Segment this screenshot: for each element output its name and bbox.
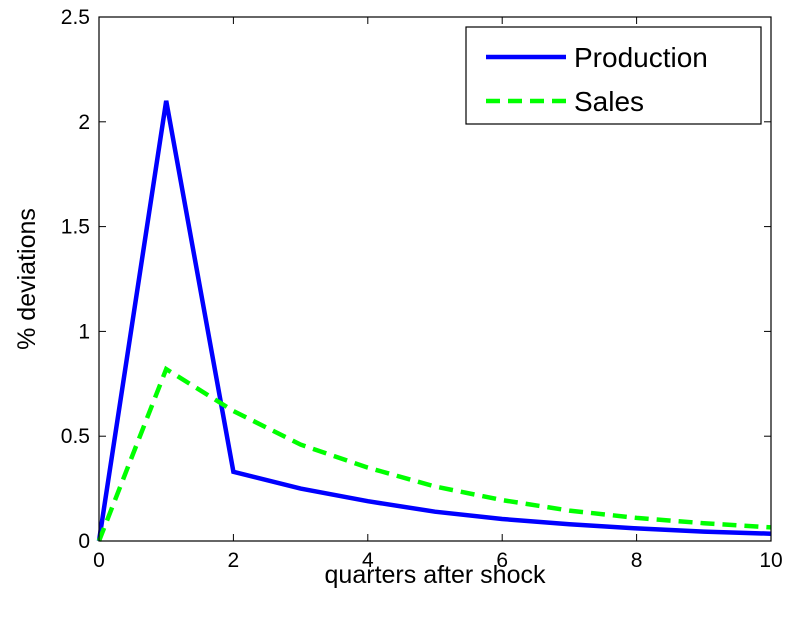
x-tick-label: 2 — [228, 549, 240, 572]
x-tick-label: 6 — [496, 549, 508, 572]
x-tick-label: 8 — [631, 549, 643, 572]
x-tick-label: 0 — [93, 549, 105, 572]
y-tick-label: 2.5 — [61, 6, 90, 29]
series-line-production — [96, 100, 772, 542]
y-axis-label: % deviations — [13, 208, 41, 350]
legend-label-production: Production — [574, 42, 708, 73]
legend-box — [465, 26, 762, 125]
x-tick-label: 10 — [759, 549, 782, 572]
y-tick-label: 0 — [78, 530, 90, 553]
y-tick-label: 1.5 — [61, 216, 90, 239]
axes-layer — [98, 16, 772, 542]
y-tick-label: 1 — [78, 320, 90, 343]
y-tick-label: 2 — [78, 111, 90, 134]
series-line-sales — [96, 365, 772, 542]
axes-frame — [98, 16, 772, 542]
y-tick-label: 0.5 — [61, 425, 90, 448]
ticks-layer: 0 2 4 6 8 10 0 0.5 1 1.5 2 2.5 — [61, 6, 783, 572]
legend: Production Sales — [465, 26, 762, 125]
x-axis-label: quarters after shock — [325, 561, 546, 589]
series-layer — [96, 100, 772, 542]
x-tick-label: 4 — [362, 549, 374, 572]
legend-label-sales: Sales — [574, 86, 644, 117]
